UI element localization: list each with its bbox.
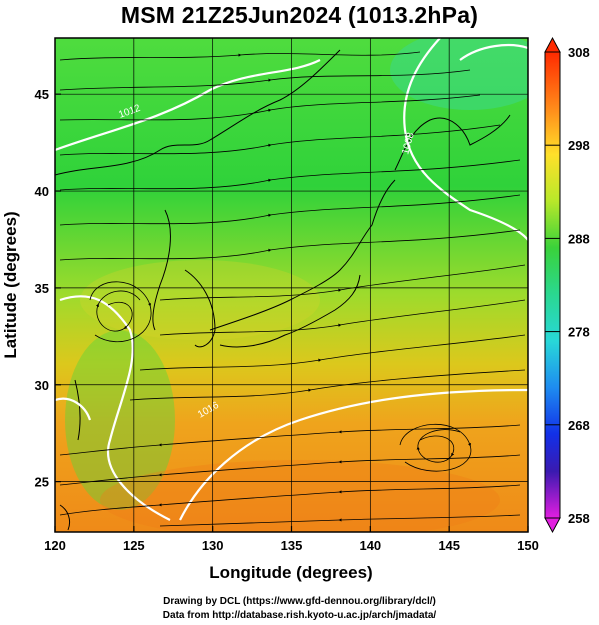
y-tick-label: 40 [35,184,49,199]
x-tick-label: 145 [438,538,460,553]
y-tick-label: 45 [35,87,49,102]
colorbar: 308 298 288 278 268 258 [544,36,590,534]
map-title: MSM 21Z25Jun2024 (1013.2hPa) [120,2,479,28]
colorbar-gradient [544,51,561,519]
x-tick-label: 130 [202,538,224,553]
isobars [55,38,528,521]
x-tick-label: 140 [359,538,381,553]
y-axis: 25 30 35 40 45 [35,87,61,490]
x-tick-label: 150 [517,538,539,553]
y-axis-label: Latitude (degrees) [1,211,20,358]
colorbar-top-arrow [544,36,561,53]
x-axis-label: Longitude (degrees) [209,563,372,582]
credit-drawing: Drawing by DCL (https://www.gfd-dennou.o… [163,596,436,607]
credit-data: Data from http://database.rish.kyoto-u.a… [162,610,437,621]
x-tick-label: 135 [281,538,303,553]
lat-lon-grid [55,38,528,532]
x-tick-label: 125 [123,538,145,553]
colorbar-tick-label: 308 [568,45,590,60]
map-panel: 1012 1008 1016 [55,38,528,532]
colorbar-bottom-arrow [544,517,561,534]
x-tick-label: 120 [44,538,66,553]
colorbar-tick-label: 268 [568,418,590,433]
y-tick-label: 25 [35,475,49,490]
colorbar-tick-label: 298 [568,138,590,153]
y-tick-label: 35 [35,281,49,296]
coastlines [55,49,511,531]
wind-streamlines [59,51,526,527]
colorbar-tick-label: 288 [568,231,590,246]
colorbar-tick-label: 258 [568,511,590,526]
colorbar-tick-label: 278 [568,325,590,340]
x-axis: 120 125 130 135 140 145 150 [44,526,539,553]
y-tick-label: 30 [35,378,49,393]
